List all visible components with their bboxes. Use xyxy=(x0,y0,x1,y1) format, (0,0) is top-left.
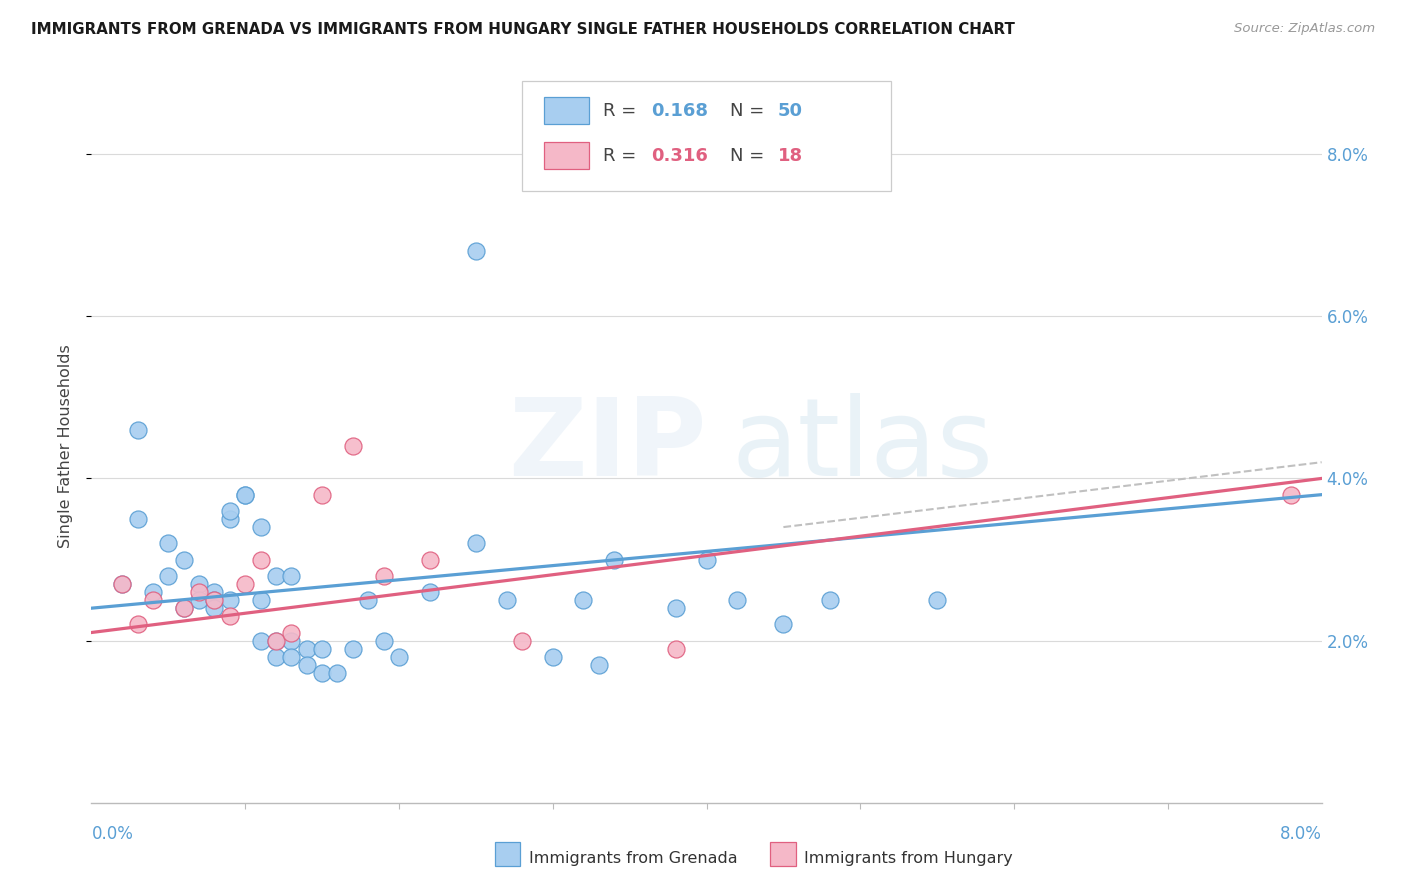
Point xyxy=(188,585,211,599)
Point xyxy=(603,552,626,566)
Point xyxy=(818,593,841,607)
Point xyxy=(725,593,748,607)
Point xyxy=(249,633,271,648)
Point xyxy=(233,488,256,502)
Text: 0.0%: 0.0% xyxy=(91,825,134,843)
Point xyxy=(342,641,364,656)
Point xyxy=(188,593,211,607)
Point xyxy=(373,633,395,648)
Point xyxy=(373,568,395,582)
Point xyxy=(173,552,195,566)
Point xyxy=(311,488,333,502)
Point xyxy=(264,568,287,582)
Point xyxy=(419,552,441,566)
Point xyxy=(142,585,165,599)
Point xyxy=(173,601,195,615)
Point xyxy=(111,577,134,591)
Text: 8.0%: 8.0% xyxy=(1279,825,1322,843)
Point xyxy=(588,657,610,672)
Point xyxy=(249,552,271,566)
Point xyxy=(127,512,149,526)
Point xyxy=(142,593,165,607)
Text: N =: N = xyxy=(730,147,769,165)
Point xyxy=(202,601,225,615)
Point xyxy=(264,633,287,648)
Point xyxy=(311,641,333,656)
Point xyxy=(280,649,302,664)
Point xyxy=(572,593,595,607)
Point xyxy=(927,593,949,607)
Point xyxy=(188,577,211,591)
Point xyxy=(772,617,794,632)
Point xyxy=(173,601,195,615)
Point xyxy=(249,520,271,534)
Point xyxy=(218,609,240,624)
Point xyxy=(295,641,318,656)
Point xyxy=(695,552,717,566)
Text: 0.316: 0.316 xyxy=(651,147,707,165)
Point xyxy=(202,593,225,607)
Text: atlas: atlas xyxy=(731,393,993,499)
Point xyxy=(280,568,302,582)
Point xyxy=(311,666,333,681)
Y-axis label: Single Father Households: Single Father Households xyxy=(58,344,73,548)
Point xyxy=(111,577,134,591)
Point xyxy=(665,641,688,656)
Point xyxy=(357,593,380,607)
Point xyxy=(264,633,287,648)
Point xyxy=(388,649,411,664)
Point xyxy=(541,649,564,664)
Point xyxy=(218,593,240,607)
Text: Immigrants from Hungary: Immigrants from Hungary xyxy=(804,851,1012,865)
Text: R =: R = xyxy=(603,147,643,165)
Point xyxy=(127,423,149,437)
Text: IMMIGRANTS FROM GRENADA VS IMMIGRANTS FROM HUNGARY SINGLE FATHER HOUSEHOLDS CORR: IMMIGRANTS FROM GRENADA VS IMMIGRANTS FR… xyxy=(31,22,1015,37)
Text: ZIP: ZIP xyxy=(508,393,706,499)
Point xyxy=(157,568,180,582)
Point xyxy=(495,593,517,607)
Text: N =: N = xyxy=(730,103,769,120)
Point xyxy=(233,577,256,591)
Text: Source: ZipAtlas.com: Source: ZipAtlas.com xyxy=(1234,22,1375,36)
Point xyxy=(510,633,533,648)
Point xyxy=(665,601,688,615)
Point xyxy=(464,536,486,550)
Point xyxy=(218,504,240,518)
Text: 50: 50 xyxy=(778,103,803,120)
Point xyxy=(464,244,486,259)
Text: R =: R = xyxy=(603,103,643,120)
Point xyxy=(218,512,240,526)
Text: 0.168: 0.168 xyxy=(651,103,709,120)
Point xyxy=(326,666,349,681)
Text: 18: 18 xyxy=(778,147,803,165)
Point xyxy=(202,593,225,607)
Point xyxy=(264,649,287,664)
Point xyxy=(202,585,225,599)
Point xyxy=(157,536,180,550)
Point xyxy=(280,625,302,640)
Point xyxy=(233,488,256,502)
Point xyxy=(342,439,364,453)
Point xyxy=(280,633,302,648)
Point xyxy=(295,657,318,672)
Point xyxy=(127,617,149,632)
Point xyxy=(419,585,441,599)
Point xyxy=(249,593,271,607)
Point xyxy=(1279,488,1302,502)
Text: Immigrants from Grenada: Immigrants from Grenada xyxy=(529,851,737,865)
